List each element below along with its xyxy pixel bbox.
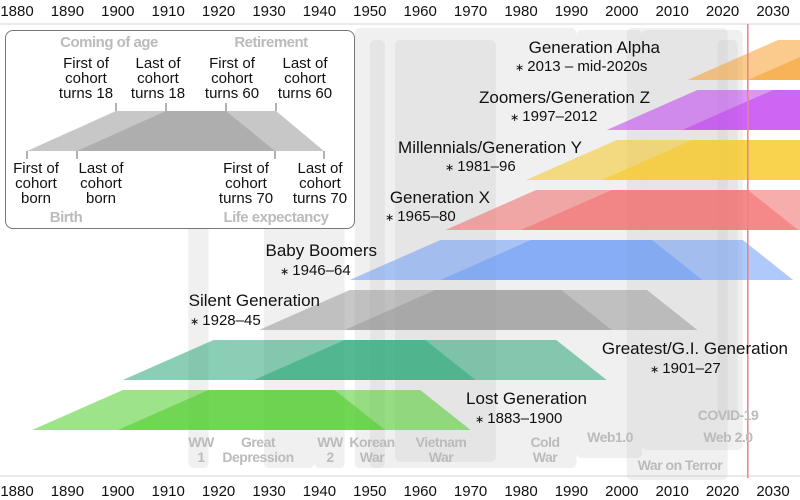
event-label: War on Terror: [637, 457, 723, 473]
axis-tick-label-bottom: 2020: [705, 483, 740, 500]
legend-ticks: [26, 103, 325, 159]
generation-dates: ∗ 1981–96: [445, 158, 516, 175]
axis-tick-label-top: 2030: [756, 3, 790, 20]
generation-band-inner: [682, 90, 800, 130]
axis-tick-label-top: 1960: [403, 3, 437, 20]
bullet-icon: ∗: [515, 62, 528, 74]
legend-last-born: Last of cohort born: [78, 160, 124, 207]
axis-tick-label-bottom: 1930: [252, 483, 286, 500]
axis-tick-label-bottom: 1900: [101, 483, 135, 500]
axis-tick-label-bottom: 2030: [756, 483, 790, 500]
bullet-icon: ∗: [445, 162, 458, 174]
legend-diagram: [26, 103, 325, 159]
event-label: Great Depression: [222, 434, 294, 466]
legend-retirement: Retirement: [234, 34, 308, 51]
axis-tick-label-bottom: 1960: [403, 483, 437, 500]
axis-tick-label-top: 1940: [302, 3, 337, 20]
legend-inner-trapezoid: [77, 111, 275, 151]
generation-band-inner: [601, 140, 800, 180]
generation-band-inner: [117, 390, 385, 430]
axis-tick-label-bottom: 1980: [504, 483, 538, 500]
legend-first-born: First of cohort born: [13, 160, 59, 207]
event-label: WW 1: [188, 434, 214, 466]
legend-life-expectancy: Life expectancy: [223, 209, 329, 226]
event-label: Cold War: [530, 434, 560, 466]
axis-tick-label-top: 2000: [605, 3, 639, 20]
event-label: Web 2.0: [703, 429, 753, 445]
axis-tick-label-bottom: 2000: [605, 483, 639, 500]
generation-dates: ∗ 1883–1900: [475, 410, 563, 427]
axis-tick-label-bottom: 1910: [151, 483, 185, 500]
axis-tick-label-bottom: 1970: [453, 483, 488, 500]
generation-band-inner: [253, 340, 476, 380]
generation-band-inner: [747, 56, 800, 80]
axis-tick-label-bottom: 1990: [554, 483, 589, 500]
generation-name: Generation Alpha: [528, 38, 660, 57]
generation-dates: ∗ 1997–2012: [510, 108, 598, 125]
event-label: COVID-19: [697, 407, 759, 423]
legend-last-60: Last of cohort turns 60: [277, 55, 333, 102]
axis-tick-label-top: 1990: [554, 3, 589, 20]
generation-dates: ∗ 1965–80: [385, 208, 456, 225]
event-label: Korean War: [349, 434, 395, 466]
axis-tick-label-bottom: 1880: [0, 483, 34, 500]
bullet-icon: ∗: [385, 212, 398, 224]
legend-last-70: Last of cohort turns 70: [292, 160, 348, 207]
generation-name: Greatest/G.I. Generation: [601, 339, 788, 358]
axis-tick-label-top: 2020: [705, 3, 740, 20]
legend-first-18: First of cohort turns 18: [58, 55, 114, 102]
axis-tick-label-bottom: 1890: [50, 483, 85, 500]
axis-tick-label-top: 1930: [252, 3, 286, 20]
event-label: Web1.0: [587, 429, 633, 445]
axis-tick-label-top: 1890: [50, 3, 85, 20]
generation-name: Lost Generation: [466, 389, 587, 408]
legend-birth: Birth: [49, 209, 83, 226]
generation-name: Baby Boomers: [265, 241, 378, 260]
axis-tick-label-bottom: 2010: [655, 483, 689, 500]
generation-name: Generation X: [389, 188, 490, 207]
event-label: WW 2: [317, 434, 343, 466]
legend-last-18: Last of cohort turns 18: [130, 55, 186, 102]
axis-tick-label-bottom: 1940: [302, 483, 337, 500]
generation-name: Zoomers/Generation Z: [478, 88, 650, 107]
legend-first-70: First of cohort turns 70: [218, 160, 274, 207]
legend-coming-of-age: Coming of age: [60, 34, 158, 51]
axis-tick-label-top: 1950: [353, 3, 387, 20]
bullet-icon: ∗: [650, 364, 663, 376]
bullet-icon: ∗: [190, 316, 203, 328]
bullet-icon: ∗: [280, 266, 293, 278]
event-label: Vietnam War: [415, 434, 467, 466]
generation-band-inner: [440, 240, 703, 280]
axis-tick-label-top: 1910: [151, 3, 185, 20]
axis-tick-label-top: 1920: [201, 3, 236, 20]
generation-name: Silent Generation: [188, 291, 320, 310]
axis-tick-label-top: 1900: [101, 3, 135, 20]
legend-box: Coming of age Retirement First of cohort…: [5, 30, 355, 229]
axis-tick-label-top: 1980: [504, 3, 538, 20]
axis-tick-label-top: 1970: [453, 3, 488, 20]
generation-band-inner: [521, 190, 799, 230]
generation-band-inner: [344, 290, 612, 330]
axis-tick-label-top: 2010: [655, 3, 689, 20]
bullet-icon: ∗: [475, 414, 488, 426]
axis-tick-label-bottom: 1920: [201, 483, 236, 500]
generation-dates: ∗ 1928–45: [190, 312, 261, 329]
generation-dates: ∗ 1946–64: [280, 262, 351, 279]
generation-dates: ∗ 1901–27: [650, 360, 721, 377]
generation-dates: ∗ 2013 – mid-2020s: [515, 58, 648, 75]
legend-first-60: First of cohort turns 60: [204, 55, 260, 102]
generation-name: Millennials/Generation Y: [398, 138, 582, 157]
axis-tick-label-top: 1880: [0, 3, 34, 20]
bullet-icon: ∗: [510, 112, 523, 124]
axis-tick-label-bottom: 1950: [353, 483, 387, 500]
